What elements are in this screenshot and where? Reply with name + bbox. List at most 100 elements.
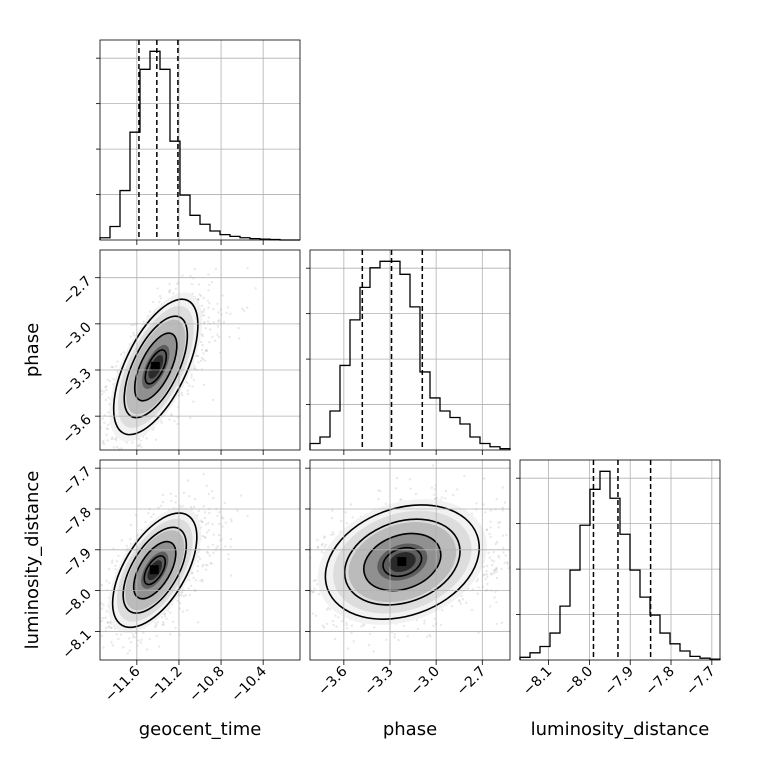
sample-point [461, 598, 465, 601]
sample-point [483, 573, 486, 576]
sample-point [202, 472, 205, 476]
sample-point [169, 413, 173, 416]
sample-point [423, 619, 426, 623]
sample-point [528, 530, 530, 532]
sample-point [207, 273, 210, 276]
sample-point [147, 512, 150, 515]
sample-point [154, 622, 157, 625]
sample-point [92, 435, 94, 437]
sample-point [236, 509, 239, 512]
sample-point [305, 523, 307, 525]
sample-point [100, 583, 104, 587]
sample-point [216, 333, 219, 336]
sample-point [188, 495, 191, 498]
sample-point [189, 584, 193, 588]
sample-point [241, 307, 244, 310]
sample-point [181, 610, 185, 613]
sample-point [198, 293, 201, 296]
sample-point [214, 549, 218, 552]
sample-point [495, 576, 499, 580]
sample-point [199, 359, 203, 362]
sample-point [212, 307, 215, 311]
x-tick-label: −7.8 [642, 664, 677, 699]
sample-point [201, 343, 204, 347]
sample-point [192, 400, 195, 403]
sample-point [161, 616, 164, 619]
sample-point [490, 573, 493, 576]
sample-point [158, 300, 161, 304]
sample-point [433, 488, 437, 491]
sample-point [486, 582, 489, 586]
contour-line [133, 332, 178, 402]
sample-point [131, 635, 135, 639]
sample-point [203, 320, 206, 324]
sample-point [192, 576, 195, 580]
sample-point [169, 492, 172, 495]
sample-point [140, 528, 143, 531]
sample-point [140, 638, 143, 641]
sample-point [325, 622, 329, 626]
sample-point [485, 529, 489, 532]
sample-point [341, 619, 344, 623]
sample-point [490, 572, 493, 575]
y-tick-label: −2.7 [59, 273, 94, 308]
sample-point [188, 594, 192, 597]
sample-point [217, 319, 221, 322]
sample-point [172, 620, 175, 624]
sample-point [168, 418, 171, 421]
sample-point [159, 504, 163, 507]
sample-point [192, 378, 196, 382]
sample-point [111, 461, 113, 463]
sample-point [205, 484, 208, 488]
density-content [92, 267, 257, 481]
sample-point [139, 641, 143, 644]
y-tick-label: −3.0 [59, 319, 94, 354]
sample-point [174, 287, 178, 290]
histogram-panel-phase [306, 249, 511, 455]
sample-point [162, 622, 165, 626]
sample-point [107, 626, 110, 629]
sample-point [165, 617, 168, 620]
sample-point [105, 385, 108, 388]
sample-point [144, 479, 146, 481]
density-peak [150, 361, 160, 371]
sample-point [203, 536, 206, 539]
sample-point [210, 280, 214, 284]
sample-point [495, 570, 498, 574]
sample-point [193, 268, 196, 271]
sample-point [430, 486, 434, 489]
sample-point [100, 620, 103, 623]
sample-point [194, 579, 198, 582]
sample-point [485, 528, 488, 531]
sample-point [489, 535, 492, 539]
sample-point [162, 620, 165, 624]
sample-point [102, 390, 106, 393]
sample-point [475, 502, 478, 505]
sample-point [121, 457, 123, 459]
sample-point [572, 529, 574, 531]
sample-point [222, 320, 226, 324]
sample-point [218, 533, 221, 537]
sample-point [202, 296, 206, 300]
sample-point [138, 443, 142, 446]
sample-point [201, 333, 204, 336]
sample-point [134, 636, 137, 639]
sample-point [206, 551, 210, 555]
sample-point [416, 627, 420, 631]
y-tick-label: −8.0 [59, 586, 94, 621]
sample-point [492, 572, 496, 575]
sample-point [238, 337, 241, 340]
sample-point [214, 267, 218, 271]
sample-point [565, 524, 567, 526]
sample-point [100, 634, 104, 637]
sample-point [208, 283, 211, 286]
sample-point [167, 290, 171, 293]
sample-point [169, 633, 172, 636]
sample-point [334, 637, 337, 641]
sample-point [489, 526, 492, 529]
sample-point [111, 365, 114, 369]
x-tick-label: −8.1 [520, 664, 555, 699]
sample-point [393, 635, 396, 639]
y-tick-label: −7.9 [59, 545, 94, 580]
sample-point [148, 638, 152, 641]
